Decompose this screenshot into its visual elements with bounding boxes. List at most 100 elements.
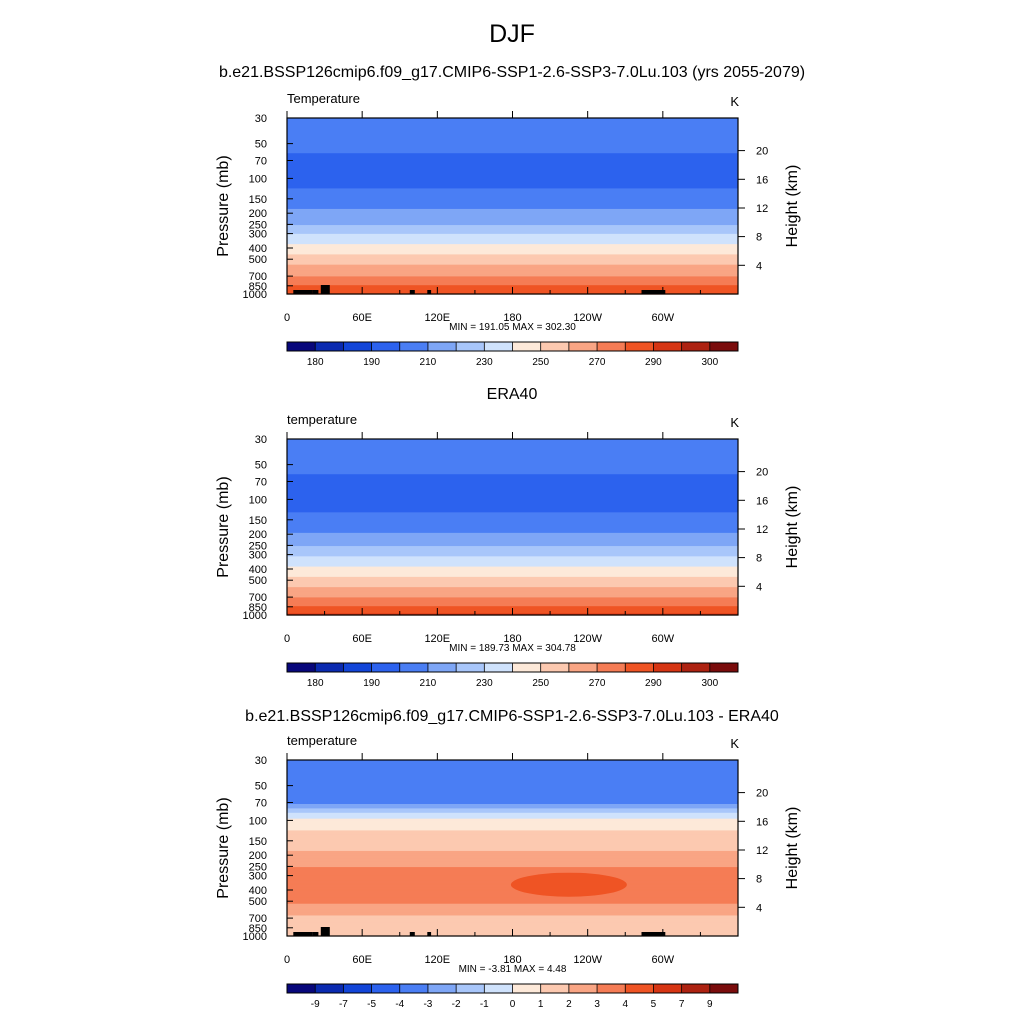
field-band — [287, 787, 738, 790]
y-tick-label: 1000 — [243, 931, 267, 943]
field-band — [287, 559, 738, 562]
era40-panel-title: ERA40 — [486, 386, 538, 403]
field-band — [287, 257, 738, 260]
topography-block — [312, 290, 319, 294]
field-band — [287, 474, 738, 477]
colorbar-swatch — [287, 342, 316, 351]
field-band — [287, 251, 738, 254]
height-tick-label: 16 — [756, 174, 768, 186]
field-band — [287, 254, 738, 257]
colorbar-label: -3 — [423, 999, 432, 1010]
colorbar-swatch — [343, 342, 372, 351]
height-tick-label: 12 — [756, 524, 768, 536]
colorbar-label: 290 — [645, 678, 662, 689]
field-band — [287, 179, 738, 182]
field-band — [287, 790, 738, 793]
field-band — [287, 554, 738, 557]
field-band — [287, 908, 738, 911]
field-band — [287, 148, 738, 151]
field-band — [287, 184, 738, 187]
field-band — [287, 600, 738, 603]
field-band — [287, 135, 738, 138]
y-tick-label: 400 — [249, 564, 267, 576]
field-band — [287, 871, 738, 874]
field-band — [287, 799, 738, 802]
y-axis-label: Pressure (mb) — [215, 476, 232, 577]
field-band — [287, 200, 738, 203]
field-band — [287, 560, 738, 563]
height-tick-label: 20 — [756, 788, 768, 800]
field-band — [287, 503, 738, 506]
field-band — [287, 761, 738, 764]
field-band — [287, 270, 738, 273]
field-band — [287, 131, 738, 134]
field-band — [287, 455, 738, 458]
height-tick-label: 12 — [756, 845, 768, 857]
field-band — [287, 831, 738, 834]
field-band — [287, 472, 738, 475]
field-band — [287, 195, 738, 198]
field-band — [287, 897, 738, 900]
panel-model: 0 60E 120E 180 120W 60W3050701001502002503004… — [215, 91, 801, 368]
field-band — [287, 836, 738, 839]
y-tick-label: 200 — [249, 850, 267, 862]
field-band — [287, 762, 738, 765]
min-max-stats: MIN = -3.81 MAX = 4.48 — [459, 964, 567, 975]
field-band — [287, 230, 738, 233]
field-band — [287, 207, 738, 210]
field-band — [287, 842, 738, 845]
y-tick-label: 30 — [255, 434, 267, 446]
y-tick-label: 700 — [249, 592, 267, 604]
field-band — [287, 519, 738, 522]
field-band — [287, 258, 738, 261]
field-band — [287, 872, 738, 875]
field-band — [287, 868, 738, 871]
field-band — [287, 219, 738, 222]
height-tick-label: 16 — [756, 495, 768, 507]
field-band — [287, 849, 738, 852]
field-band — [287, 475, 738, 478]
field-band — [287, 833, 738, 836]
colorbar-swatch — [568, 984, 598, 993]
field-band — [287, 188, 738, 191]
field-band — [287, 874, 738, 877]
field-band — [287, 201, 738, 204]
colorbar-swatch — [681, 342, 711, 351]
y-tick-label: 70 — [255, 156, 267, 168]
field-band — [287, 518, 738, 521]
field-band — [287, 162, 738, 165]
field-band — [287, 521, 738, 524]
height-tick-label: 20 — [756, 146, 768, 158]
panel-variable-label: Temperature — [287, 91, 360, 106]
heatmap-field-model — [287, 118, 738, 295]
field-band — [287, 229, 738, 232]
colorbar-swatch — [427, 984, 457, 993]
y-tick-label: 250 — [249, 861, 267, 873]
field-band — [287, 167, 738, 170]
field-band — [287, 160, 738, 163]
field-band — [287, 856, 738, 859]
field-band — [287, 848, 738, 851]
colorbar-swatch — [484, 342, 513, 351]
height-tick-label: 8 — [756, 232, 762, 244]
field-band — [287, 238, 738, 241]
y-tick-label: 30 — [255, 755, 267, 767]
field-band — [287, 119, 738, 122]
y-tick-label: 50 — [255, 139, 267, 151]
field-band — [287, 468, 738, 471]
y-tick-label: 150 — [249, 515, 267, 527]
y-tick-label: 850 — [249, 281, 267, 293]
field-band — [287, 792, 738, 795]
field-band — [287, 887, 738, 890]
field-band — [287, 850, 738, 853]
height-tick-label: 16 — [756, 816, 768, 828]
colorbar-label: -9 — [311, 999, 320, 1010]
field-band — [287, 594, 738, 597]
y-tick-label: 150 — [249, 836, 267, 848]
field-band — [287, 776, 738, 779]
field-band — [287, 576, 738, 579]
field-band — [287, 176, 738, 179]
colorbar-label: 9 — [707, 999, 713, 1010]
colorbar-swatch — [315, 342, 344, 351]
colorbar-label: -2 — [452, 999, 461, 1010]
